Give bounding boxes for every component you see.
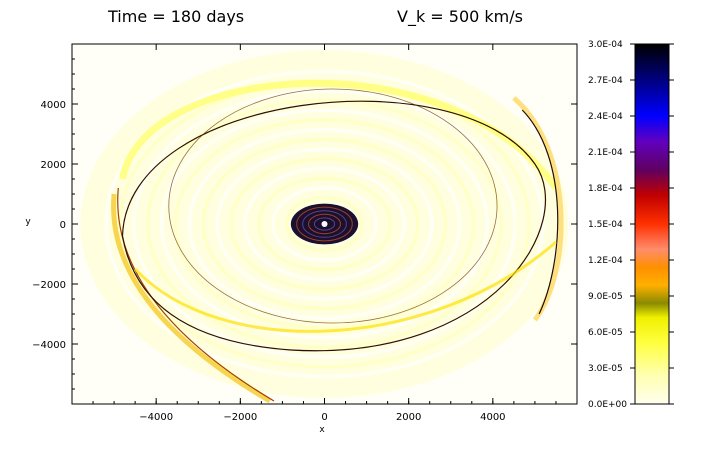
colorbar-tick-label: 3.0E-04 (588, 40, 623, 50)
title-kick-velocity: V_k = 500 km/s (397, 7, 523, 27)
colorbar-tick-label: 9.0E-05 (588, 292, 623, 302)
colorbar-tick-label: 1.5E-04 (588, 220, 623, 230)
lower-left-shell (111, 193, 272, 404)
faint-ring (284, 195, 365, 253)
faint-ring (270, 186, 379, 262)
x-tick-label: 2000 (396, 412, 421, 423)
y-tick-label: 4000 (41, 100, 66, 111)
core-ring (302, 210, 347, 238)
x-axis-ticks: −4000 −2000 0 2000 4000 (71, 44, 578, 423)
faint-ring (187, 127, 462, 321)
heatmap-plot-area (72, 44, 577, 404)
right-shell (512, 96, 564, 322)
colorbar-tick-label: 6.0E-05 (588, 328, 623, 338)
colorbar-tick-label: 0.0E+00 (588, 400, 627, 410)
faint-ring (257, 176, 392, 272)
faint-ring (132, 89, 517, 359)
lower-left-shell-edge (117, 187, 275, 402)
title-time: Time = 180 days (107, 7, 244, 26)
colorbar-tick-label: 2.7E-04 (588, 76, 623, 86)
faint-ring (146, 98, 503, 350)
faint-ring (243, 166, 406, 282)
core-ring (296, 206, 353, 242)
y-tick-label: −4000 (32, 340, 66, 351)
faint-ring (201, 137, 448, 311)
x-tick-label: −4000 (139, 412, 173, 423)
faint-ring (159, 108, 490, 340)
outer-shell-arc (119, 79, 559, 191)
y-axis-label: y (25, 217, 31, 227)
lower-yellow-band (134, 240, 557, 333)
dark-spiral-shell (121, 100, 546, 352)
colorbar-tick-label: 1.2E-04 (588, 256, 623, 266)
x-tick-label: 0 (321, 412, 327, 423)
faint-ring (173, 118, 476, 330)
faint-ring (229, 156, 420, 292)
colorbar-tick-label: 2.4E-04 (588, 112, 623, 122)
y-tick-label: 0 (60, 220, 66, 231)
colorbar-tick-label: 3.0E-05 (588, 364, 623, 374)
colorbar-tick-label: 2.1E-04 (588, 148, 623, 158)
faint-ring (104, 69, 545, 379)
right-shell-edge (521, 109, 559, 315)
colorbar-tick-label: 1.8E-04 (588, 184, 623, 194)
heatmap-features (80, 50, 569, 404)
y-axis-ticks: 4000 2000 0 −2000 −4000 (32, 43, 577, 405)
core-center-dot (321, 221, 328, 227)
colorbar: 3.0E-04 2.7E-04 2.4E-04 2.1E-04 1.8E-04 1.5E-… (588, 40, 674, 410)
core-ring (313, 217, 336, 231)
x-tick-label: −2000 (223, 412, 257, 423)
y-tick-label: −2000 (32, 280, 66, 291)
x-tick-label: 4000 (480, 412, 505, 423)
y-tick-label: 2000 (41, 160, 66, 171)
x-axis-label: x (319, 425, 325, 435)
core-ring (308, 213, 341, 235)
inner-loop (168, 88, 498, 324)
colorbar-ticks: 3.0E-04 2.7E-04 2.4E-04 2.1E-04 1.8E-04 1.5E-… (588, 40, 674, 410)
colorbar-gradient (635, 44, 669, 404)
faint-ring (215, 147, 434, 301)
